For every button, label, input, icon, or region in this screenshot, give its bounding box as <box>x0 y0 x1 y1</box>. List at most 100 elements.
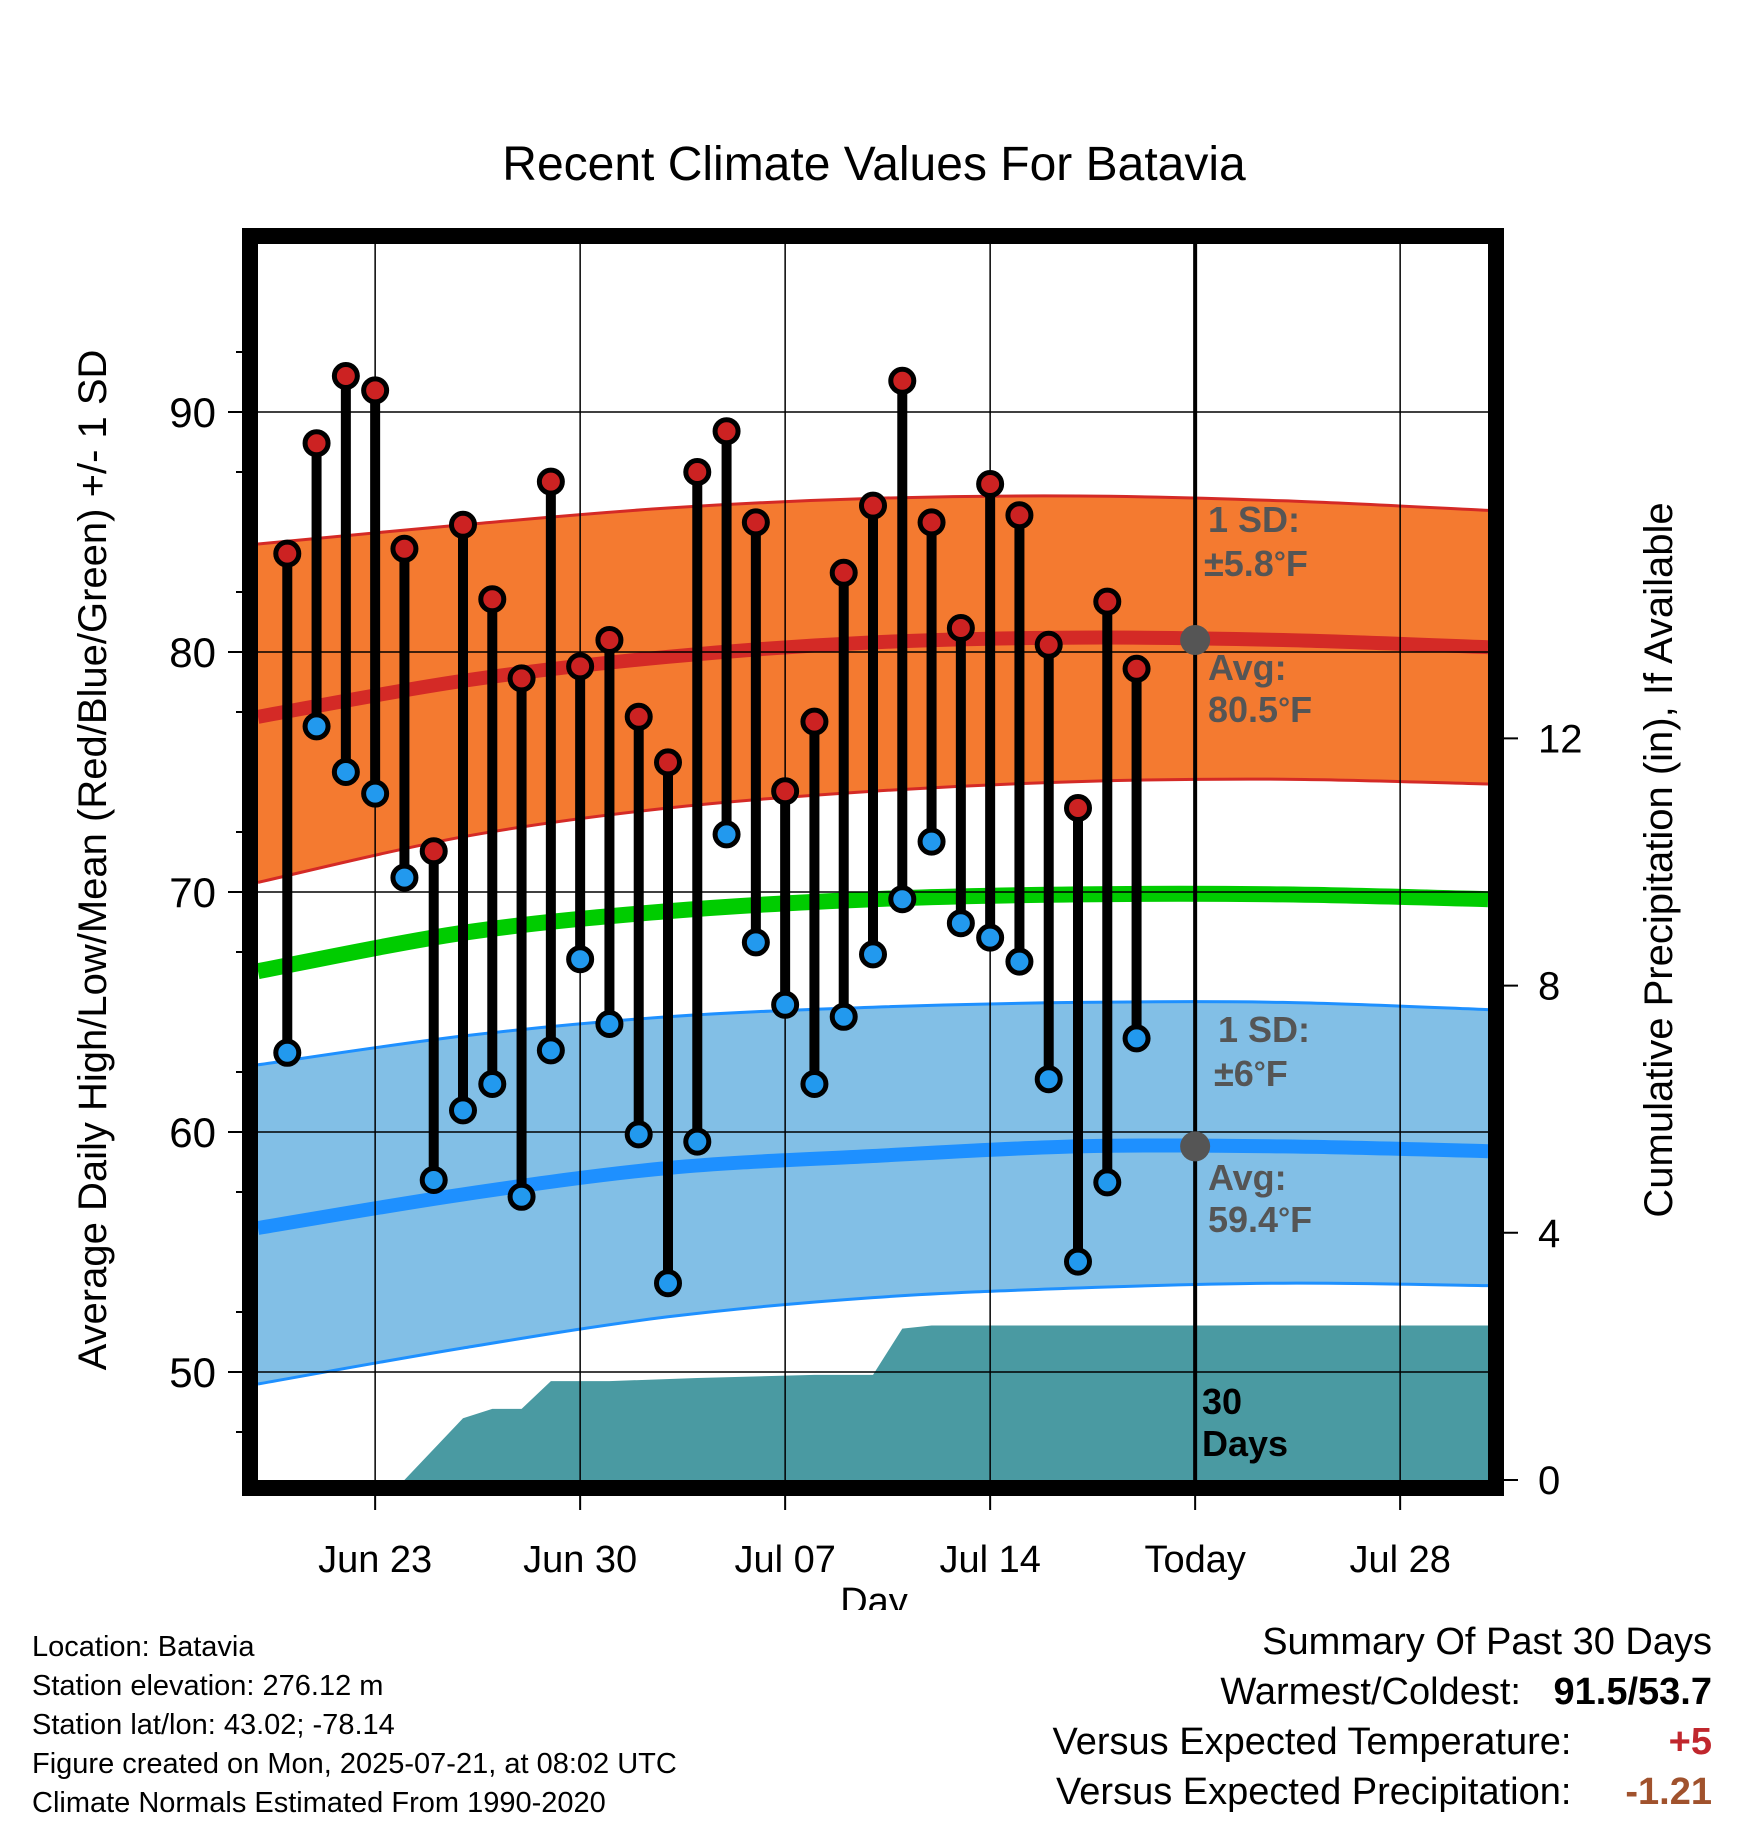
y2-tick-label: 0 <box>1538 1459 1560 1503</box>
low-sd-label: 1 SD: <box>1218 1009 1310 1050</box>
daily-high-point <box>741 508 770 537</box>
daily-high-point <box>859 491 887 520</box>
daily-high-point <box>829 558 858 587</box>
precip-value: -1.21 <box>1625 1771 1712 1813</box>
y-tick-label: 80 <box>169 629 216 676</box>
x-axis-label: Day <box>840 1581 908 1610</box>
daily-high-point <box>1064 794 1092 822</box>
daily-low-point <box>1005 947 1034 976</box>
daily-low-point <box>595 1010 624 1038</box>
normals-text: Climate Normals Estimated From 1990-2020 <box>32 1787 606 1819</box>
axes: Jun 23 Jun 30 Jul 07 Jul 14 Today Jul 28 50 60 7… <box>169 351 1583 1581</box>
daily-high-point <box>654 748 682 777</box>
daily-high-point <box>507 664 536 693</box>
warm-cold-label: Warmest/Coldest: <box>1220 1671 1521 1713</box>
daily-low-point <box>917 827 946 856</box>
y-tick-label: 60 <box>169 1109 216 1156</box>
y-tick-label: 70 <box>169 869 216 916</box>
elevation-text: Station elevation: 276.12 m <box>32 1670 384 1702</box>
daily-low-point <box>273 1038 302 1067</box>
daily-low-point <box>683 1127 712 1156</box>
days-word-label: Days <box>1202 1423 1288 1464</box>
latlon-text: Station lat/lon: 43.02; -78.14 <box>32 1709 395 1741</box>
daily-low-point <box>536 1036 565 1065</box>
location-text: Location: Batavia <box>32 1631 255 1663</box>
y-tick-label: 90 <box>169 389 216 436</box>
climate-chart: Recent Climate Values For Batavia Averag… <box>71 138 1681 1610</box>
daily-high-point <box>888 366 917 395</box>
temp-label: Versus Expected Temperature: <box>1052 1721 1572 1763</box>
daily-low-point <box>566 945 595 974</box>
summary-panel: Summary Of Past 30 Days Warmest/Coldest:… <box>1053 1617 1712 1817</box>
daily-high-point <box>390 534 419 563</box>
low-sd-value: ±6°F <box>1214 1053 1288 1094</box>
temp-value: +5 <box>1668 1721 1712 1763</box>
daily-low-point <box>302 712 331 741</box>
y2-tick-label: 8 <box>1538 965 1560 1009</box>
low-sd-band-lower-edge <box>258 1281 1488 1386</box>
daily-high-point <box>331 362 360 390</box>
daily-high-point <box>361 376 390 405</box>
plot-frame <box>242 228 1504 1496</box>
daily-high-point <box>273 539 302 568</box>
x-tick-label: Jun 23 <box>318 1539 432 1581</box>
daily-high-point <box>449 510 477 539</box>
daily-low-point <box>771 990 800 1019</box>
daily-high-point <box>771 777 800 806</box>
daily-low-point <box>624 1120 653 1149</box>
daily-low-point <box>1093 1168 1122 1197</box>
daily-high-point <box>478 585 507 614</box>
summary-temp: Versus Expected Temperature: +5 <box>1053 1717 1712 1767</box>
low-avg-value: 59.4°F <box>1208 1199 1312 1240</box>
daily-low-point <box>390 863 419 892</box>
daily-high-point <box>302 429 331 458</box>
daily-high-point <box>683 458 712 486</box>
high-sd-value: ±5.8°F <box>1204 543 1308 584</box>
warm-cold-value: 91.5/53.7 <box>1553 1671 1712 1713</box>
summary-warm-cold: Warmest/Coldest: 91.5/53.7 <box>1053 1667 1712 1717</box>
low-avg-label: Avg: <box>1208 1157 1287 1198</box>
daily-low-point <box>859 940 887 969</box>
y2-tick-label: 12 <box>1538 717 1583 761</box>
x-tick-label: Jul 28 <box>1349 1539 1450 1581</box>
low-sd-band <box>258 1001 1488 1384</box>
daily-low-point <box>449 1096 477 1125</box>
daily-low-point <box>507 1182 536 1211</box>
daily-high-point <box>536 467 565 496</box>
daily-low-point <box>361 779 390 808</box>
high-sd-label: 1 SD: <box>1208 499 1300 540</box>
daily-high-point <box>917 508 946 537</box>
daily-low-point <box>946 909 975 938</box>
x-tick-label: Today <box>1144 1539 1245 1581</box>
y-axis-label: Average Daily High/Low/Mean (Red/Blue/Gr… <box>71 350 115 1371</box>
daily-values <box>273 362 1151 1298</box>
y2-tick-label: 4 <box>1538 1212 1560 1256</box>
daily-low-point <box>976 923 1005 952</box>
daily-low-point <box>800 1070 829 1098</box>
daily-low-point <box>1034 1065 1063 1094</box>
daily-low-point <box>654 1269 682 1298</box>
daily-high-point <box>712 417 741 446</box>
daily-low-point <box>1064 1247 1092 1276</box>
daily-high-point <box>1034 630 1063 659</box>
y-tick-label: 50 <box>169 1349 216 1396</box>
chart-title: Recent Climate Values For Batavia <box>502 138 1246 191</box>
summary-title: Summary Of Past 30 Days <box>1262 1621 1712 1663</box>
today-high-avg-marker <box>1180 625 1211 655</box>
precip-label: Versus Expected Precipitation: <box>1056 1771 1572 1813</box>
daily-low-point <box>478 1070 507 1098</box>
high-avg-value: 80.5°F <box>1208 689 1312 730</box>
daily-high-point <box>419 837 448 866</box>
daily-high-point <box>946 614 975 642</box>
days-count-label: 30 <box>1202 1381 1242 1422</box>
daily-high-point <box>1093 587 1122 616</box>
daily-high-point <box>1005 501 1034 530</box>
daily-high-point <box>1122 654 1151 683</box>
daily-low-point <box>888 885 917 914</box>
daily-high-point <box>624 702 653 731</box>
daily-high-point <box>800 707 829 736</box>
precipitation-area <box>404 1325 1488 1480</box>
daily-high-point <box>595 626 624 654</box>
x-tick-label: Jul 07 <box>734 1539 835 1581</box>
